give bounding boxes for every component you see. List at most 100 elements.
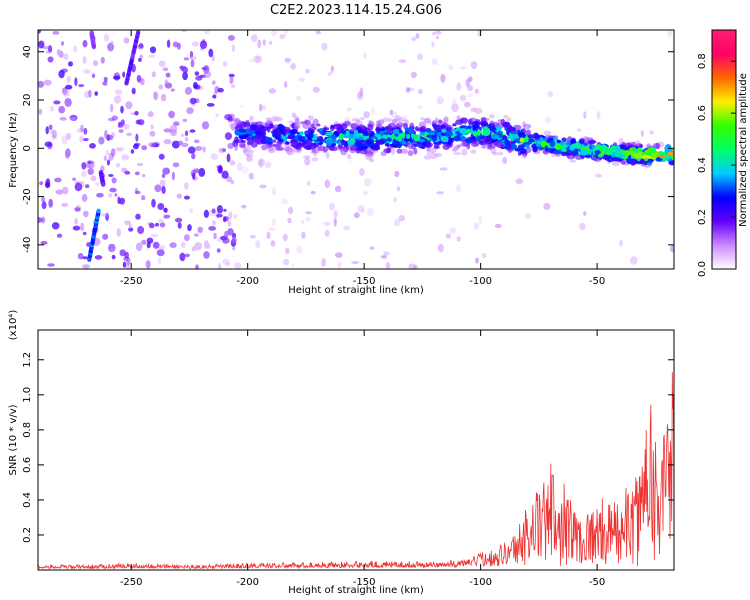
heatmap-cell <box>279 33 285 40</box>
heatmap-cell <box>427 131 435 136</box>
heatmap-cell <box>230 84 235 89</box>
heatmap-cell <box>116 228 122 237</box>
x-tick-label: -250 <box>120 577 143 588</box>
heatmap-cell <box>294 117 300 125</box>
heatmap-cell <box>547 91 554 98</box>
heatmap-cell <box>333 218 337 227</box>
heatmap-cell <box>53 100 61 105</box>
x-tick-label: -150 <box>353 577 376 588</box>
heatmap-cell <box>524 213 531 219</box>
heatmap-cell <box>647 147 652 155</box>
heatmap-cell <box>208 226 217 231</box>
heatmap-cell <box>150 233 159 238</box>
heatmap-cell <box>228 73 235 78</box>
heatmap-cell <box>389 109 394 116</box>
heatmap-cell <box>329 146 338 152</box>
heatmap-cell <box>272 186 276 196</box>
heatmap-cell <box>478 136 485 140</box>
heatmap-cell <box>333 123 342 128</box>
heatmap-cell <box>103 33 110 42</box>
heatmap-cell <box>82 40 88 48</box>
heatmap-cell <box>453 152 461 156</box>
heatmap-cell <box>255 240 261 249</box>
heatmap-cell <box>536 150 541 155</box>
heatmap-cell <box>243 149 251 157</box>
heatmap-cell <box>348 130 355 135</box>
heatmap-cell <box>337 144 343 149</box>
heatmap-cell <box>385 262 391 269</box>
heatmap-cell <box>239 104 244 109</box>
heatmap-cell <box>527 138 535 143</box>
heatmap-cell <box>338 133 344 140</box>
heatmap-cell <box>59 50 64 59</box>
heatmap-cell <box>304 157 311 166</box>
heatmap-cell <box>392 129 400 134</box>
heatmap-cell <box>331 143 337 147</box>
heatmap-cell <box>228 211 233 220</box>
heatmap-cell <box>460 66 467 70</box>
x-tick-label: -50 <box>589 276 605 287</box>
heatmap-cell <box>394 170 400 177</box>
heatmap-cell <box>533 134 541 139</box>
heatmap-cell <box>307 180 311 186</box>
heatmap-cell <box>157 203 165 210</box>
heatmap-cell <box>239 134 248 139</box>
heatmap-cell <box>380 151 387 157</box>
heatmap-cell <box>346 107 352 112</box>
heatmap-cell <box>383 251 390 256</box>
heatmap-cell <box>182 118 188 122</box>
heatmap-cell <box>259 184 267 189</box>
heatmap-cell <box>163 214 170 219</box>
heatmap-cell <box>191 41 199 47</box>
heatmap-cell <box>40 241 48 245</box>
heatmap-cell <box>279 129 284 134</box>
heatmap-cell <box>201 121 210 130</box>
heatmap-cell <box>357 205 365 213</box>
heatmap-cell <box>311 126 317 131</box>
heatmap-cell <box>429 147 437 154</box>
heatmap-cell <box>439 167 448 171</box>
heatmap-cell <box>478 215 483 224</box>
heatmap-cell <box>373 143 380 149</box>
heatmap-cell <box>260 144 269 151</box>
heatmap-cell <box>226 176 232 183</box>
heatmap-cell <box>313 147 320 154</box>
heatmap-cell <box>434 117 439 124</box>
heatmap-cell <box>108 193 113 198</box>
y-tick-label: 0.8 <box>22 422 33 438</box>
heatmap-cell <box>80 124 84 133</box>
heatmap-cell <box>444 124 453 132</box>
heatmap-cell <box>468 117 477 122</box>
heatmap-cell <box>218 263 222 269</box>
y-tick-label: 0.6 <box>22 457 33 473</box>
y-tick-label: -20 <box>22 188 33 204</box>
heatmap-cell <box>324 229 330 237</box>
heatmap-cell <box>211 208 216 214</box>
heatmap-cell <box>431 58 438 65</box>
heatmap-cell <box>69 117 77 121</box>
heatmap-cell <box>262 39 267 46</box>
heatmap-cell <box>301 220 305 224</box>
heatmap-cell <box>222 237 230 244</box>
heatmap-cell <box>184 130 189 137</box>
heatmap-cell <box>463 118 467 125</box>
heatmap-cell <box>107 134 114 141</box>
heatmap-cell <box>507 126 516 132</box>
heatmap-cell <box>315 30 321 35</box>
colorbar-tick-label: 0.6 <box>697 105 708 121</box>
heatmap-cell <box>384 142 390 147</box>
colorbar-tick-label: 0.4 <box>697 157 708 173</box>
heatmap-cell <box>452 98 457 106</box>
heatmap-cell <box>212 94 217 99</box>
heatmap-cell <box>497 151 504 156</box>
heatmap-cell <box>221 170 229 179</box>
heatmap-cell <box>310 190 316 195</box>
heatmap-cell <box>236 162 243 172</box>
heatmap-cell <box>155 222 159 227</box>
heatmap-cell <box>113 95 122 104</box>
heatmap-cell <box>170 88 175 92</box>
heatmap-cell <box>295 144 303 149</box>
heatmap-cell <box>141 239 147 245</box>
heatmap-cell <box>38 217 43 223</box>
heatmap-cell <box>94 255 103 260</box>
